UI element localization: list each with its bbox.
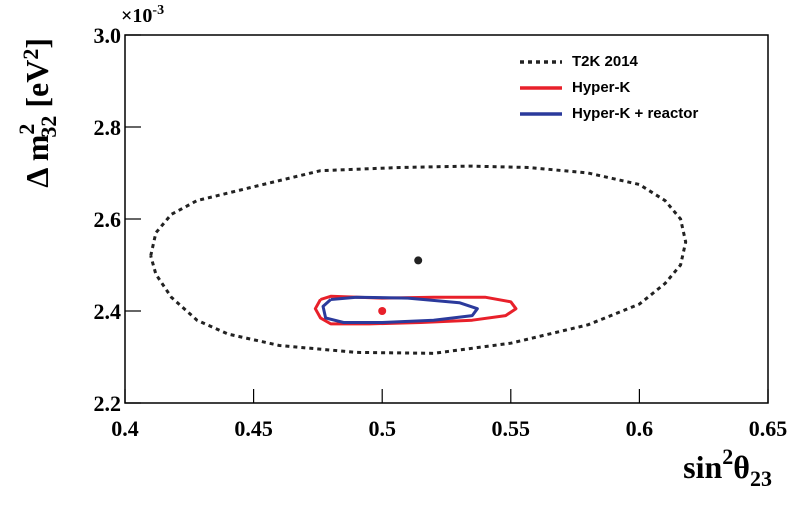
x-title-part: θ (733, 449, 750, 485)
x-tick-label: 0.5 (368, 416, 396, 441)
x-title-part: 23 (750, 466, 772, 491)
x-axis-title: sin2θ23 (683, 444, 772, 491)
contour-line (321, 295, 479, 324)
best-fit-point (414, 256, 423, 265)
best-fit-point (378, 307, 387, 315)
y-multiplier: ×10-3 (121, 3, 164, 27)
x-title-part: sin (683, 449, 722, 485)
contour-line (149, 164, 688, 355)
y-tick-label: 3.0 (94, 23, 122, 48)
multiplier-base: ×10 (121, 5, 152, 27)
x-tick-label: 0.65 (749, 416, 788, 441)
multiplier-exponent: -3 (152, 3, 164, 18)
legend-label: T2K 2014 (572, 53, 639, 70)
y-tick-label: 2.8 (94, 115, 122, 140)
x-tick-label: 0.45 (234, 416, 273, 441)
legend-label: Hyper-K + reactor (572, 105, 698, 122)
y-tick-label: 2.4 (94, 299, 122, 324)
y-title-part: [eV (19, 60, 55, 116)
plot-frame (124, 34, 769, 404)
y-title-part: 2 (18, 49, 43, 60)
x-tick-label: 0.6 (626, 416, 654, 441)
y-tick-label: 2.6 (94, 207, 122, 232)
y-title-part: 32 (36, 116, 61, 138)
x-tick-label: 0.4 (111, 416, 139, 441)
x-tick-label: 0.55 (492, 416, 531, 441)
y-title-part: 2 (14, 124, 39, 135)
y-title-part: Δ m (19, 134, 55, 187)
y-title-part: ] (19, 38, 55, 49)
x-title-part: 2 (722, 444, 733, 469)
y-axis-title: Δ m232 [eV2] (14, 38, 61, 188)
y-tick-label: 2.2 (94, 391, 122, 416)
legend-label: Hyper-K (572, 79, 631, 96)
